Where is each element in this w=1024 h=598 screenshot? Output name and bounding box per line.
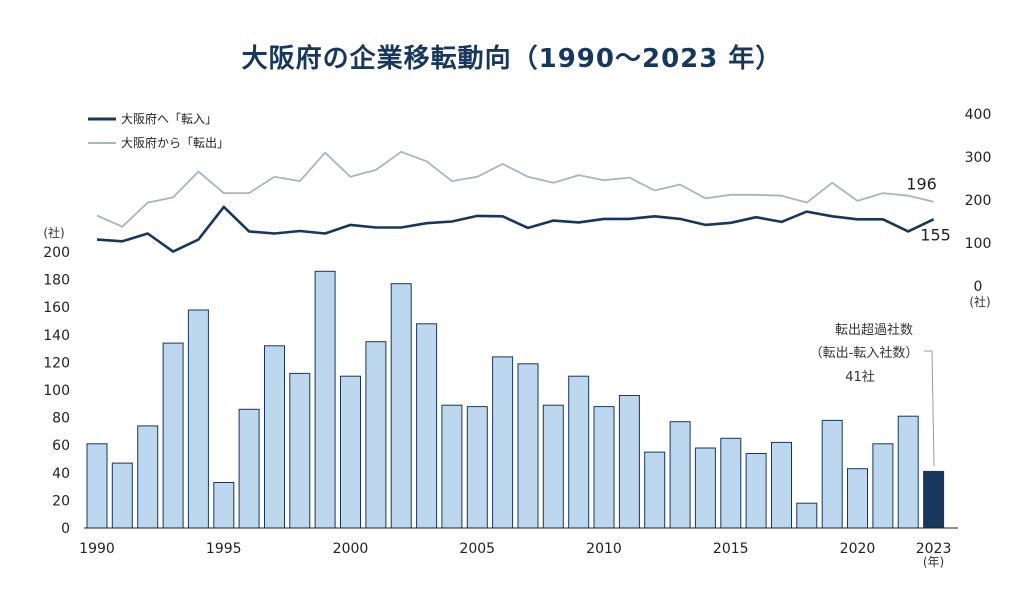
bar-2007 bbox=[517, 363, 539, 529]
left-y-tick-label: 200 bbox=[43, 245, 70, 261]
bar-1994 bbox=[187, 309, 209, 529]
legend-label-1: 大阪府から「転出」 bbox=[121, 135, 229, 150]
bar-series bbox=[86, 270, 945, 529]
bar-2013 bbox=[669, 421, 691, 529]
left-y-axis: 0 20 40 60 80 100 120 140 160 180 200 (社) bbox=[43, 225, 70, 537]
bar-2000 bbox=[340, 375, 361, 529]
bar-1996 bbox=[238, 408, 260, 529]
x-tick-label: 2010 bbox=[586, 541, 622, 557]
annotation-leader-line bbox=[924, 350, 935, 467]
bar-2004 bbox=[441, 404, 463, 529]
left-y-tick-label: 160 bbox=[43, 300, 70, 316]
bar-2019 bbox=[821, 419, 843, 529]
bar-2009 bbox=[568, 375, 590, 529]
bar-2008 bbox=[542, 404, 564, 529]
right-y-tick-label: 300 bbox=[965, 150, 992, 166]
bar-1991 bbox=[111, 462, 133, 529]
annotation-line3: 41社 bbox=[845, 369, 875, 385]
x-tick-label: 2023 bbox=[916, 541, 952, 557]
right-y-axis-unit: (社) bbox=[969, 294, 990, 309]
x-tick-label: 1990 bbox=[79, 541, 115, 557]
x-tick-label: 2020 bbox=[840, 541, 876, 557]
bar-1995 bbox=[213, 482, 235, 529]
bar-2006 bbox=[492, 356, 514, 529]
left-y-tick-label: 20 bbox=[52, 493, 70, 509]
left-y-tick-label: 80 bbox=[52, 411, 70, 427]
line-series-group: 196 155 bbox=[96, 150, 951, 253]
left-y-tick-label: 60 bbox=[52, 438, 70, 454]
x-axis: 1990 1995 2000 2005 2010 2015 2020 2023(年) bbox=[79, 527, 958, 569]
x-tick-label: 2000 bbox=[333, 541, 369, 557]
bar-2011 bbox=[618, 395, 640, 529]
x-axis-unit: (年) bbox=[923, 555, 944, 569]
bar-1997 bbox=[264, 345, 285, 529]
bar-2021 bbox=[872, 443, 894, 529]
bar-2012 bbox=[644, 451, 666, 529]
bar-2018 bbox=[796, 502, 818, 529]
left-y-tick-label: 100 bbox=[43, 383, 70, 399]
bar-1992 bbox=[137, 425, 159, 529]
annotation: 転出超過社数 （転出-転入社数） 41社 bbox=[810, 322, 935, 467]
left-y-tick-label: 0 bbox=[61, 521, 70, 537]
bar-2003 bbox=[416, 323, 438, 529]
left-y-axis-unit: (社) bbox=[43, 225, 64, 240]
bar-1990 bbox=[86, 443, 108, 529]
line-tennyu bbox=[96, 205, 935, 253]
right-y-tick-label: 200 bbox=[965, 193, 992, 209]
x-tick-label: 1995 bbox=[206, 541, 242, 557]
left-y-tick-label: 140 bbox=[43, 328, 70, 344]
bar-2001 bbox=[365, 341, 387, 529]
end-label-tennyu: 155 bbox=[920, 225, 951, 244]
bar-2022 bbox=[897, 415, 919, 529]
end-label-tenshutsu: 196 bbox=[906, 175, 937, 194]
legend-label-0: 大阪府へ「転入」 bbox=[121, 111, 217, 126]
x-tick-label: 2005 bbox=[459, 541, 495, 557]
bar-1993 bbox=[162, 342, 184, 529]
annotation-line2: （転出-転入社数） bbox=[810, 345, 919, 361]
bar-1999 bbox=[314, 270, 336, 529]
left-y-tick-label: 180 bbox=[43, 273, 70, 289]
bar-2002 bbox=[390, 283, 412, 529]
right-y-tick-label: 100 bbox=[965, 236, 992, 252]
right-y-axis: 0 100 200 300 400 (社) bbox=[965, 107, 992, 309]
left-y-tick-label: 120 bbox=[43, 355, 70, 371]
right-y-tick-label: 0 bbox=[974, 279, 983, 295]
line-tenshutsu bbox=[96, 150, 934, 228]
bar-1998 bbox=[289, 372, 311, 529]
left-y-tick-label: 40 bbox=[52, 466, 70, 482]
bar-2015 bbox=[720, 437, 742, 529]
bar-2016 bbox=[745, 453, 767, 529]
bar-2017 bbox=[771, 441, 792, 529]
bar-2010 bbox=[593, 406, 615, 529]
legend: 大阪府へ「転入」大阪府から「転出」 bbox=[88, 111, 229, 150]
x-tick-label: 2015 bbox=[713, 541, 749, 557]
bar-2014 bbox=[694, 447, 716, 529]
right-y-tick-label: 400 bbox=[965, 107, 992, 123]
chart-title: 大阪府の企業移転動向（1990～2023 年） bbox=[241, 44, 783, 74]
annotation-line1: 転出超過社数 bbox=[835, 322, 913, 338]
bar-2023 bbox=[923, 470, 945, 529]
bar-2005 bbox=[466, 406, 488, 529]
bar-2020 bbox=[847, 468, 868, 529]
